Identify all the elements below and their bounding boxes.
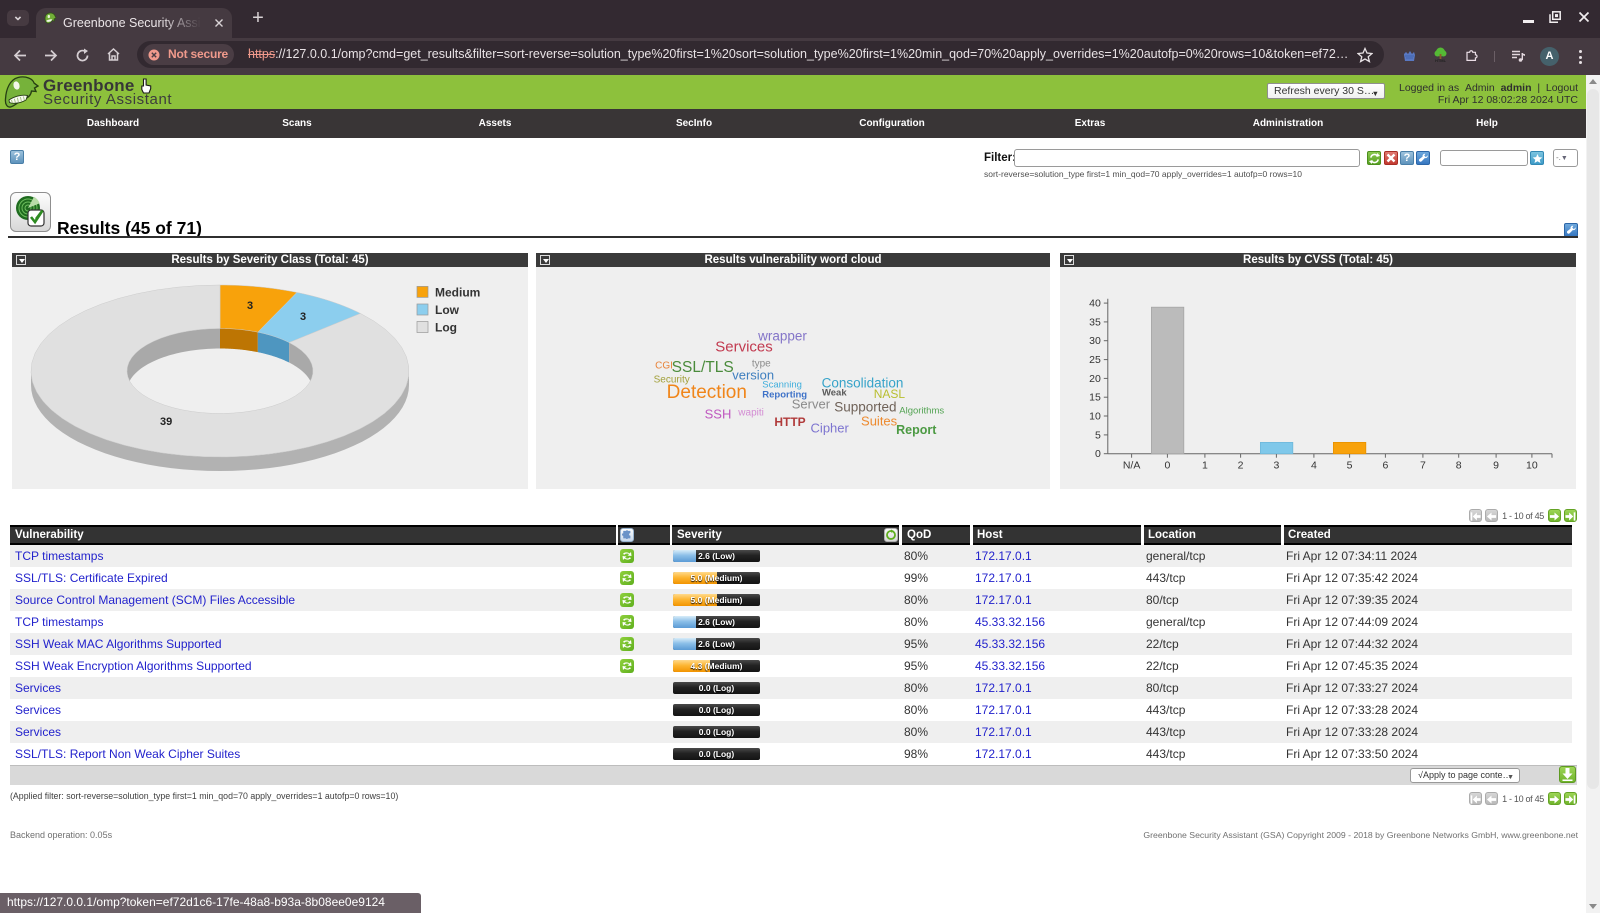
svg-text:35: 35 bbox=[1089, 316, 1101, 328]
svg-text:3: 3 bbox=[247, 300, 253, 312]
svg-text:N/A: N/A bbox=[1123, 460, 1141, 472]
svg-text:6: 6 bbox=[1382, 460, 1388, 472]
svg-text:39: 39 bbox=[160, 416, 172, 428]
svg-text:0: 0 bbox=[1164, 460, 1170, 472]
svg-text:5: 5 bbox=[1095, 429, 1101, 441]
svg-text:10: 10 bbox=[1089, 411, 1101, 423]
svg-text:Medium: Medium bbox=[435, 285, 480, 299]
svg-text:40: 40 bbox=[1089, 298, 1101, 310]
svg-text:0: 0 bbox=[1095, 448, 1101, 460]
svg-text:3: 3 bbox=[300, 311, 306, 323]
svg-text:1: 1 bbox=[1202, 460, 1208, 472]
svg-text:2: 2 bbox=[1238, 460, 1244, 472]
svg-text:3: 3 bbox=[1273, 460, 1279, 472]
svg-text:30: 30 bbox=[1089, 335, 1101, 347]
svg-text:9: 9 bbox=[1493, 460, 1499, 472]
svg-text:25: 25 bbox=[1089, 354, 1101, 366]
svg-text:HTML: HTML bbox=[1435, 58, 1447, 63]
svg-text:5: 5 bbox=[1347, 460, 1353, 472]
svg-text:Log: Log bbox=[435, 321, 457, 335]
svg-text:8: 8 bbox=[1456, 460, 1462, 472]
svg-text:4: 4 bbox=[1311, 460, 1317, 472]
svg-text:10: 10 bbox=[1526, 460, 1538, 472]
svg-text:15: 15 bbox=[1089, 392, 1101, 404]
svg-text:7: 7 bbox=[1420, 460, 1426, 472]
svg-text:20: 20 bbox=[1089, 373, 1101, 385]
svg-text:Low: Low bbox=[435, 303, 460, 317]
